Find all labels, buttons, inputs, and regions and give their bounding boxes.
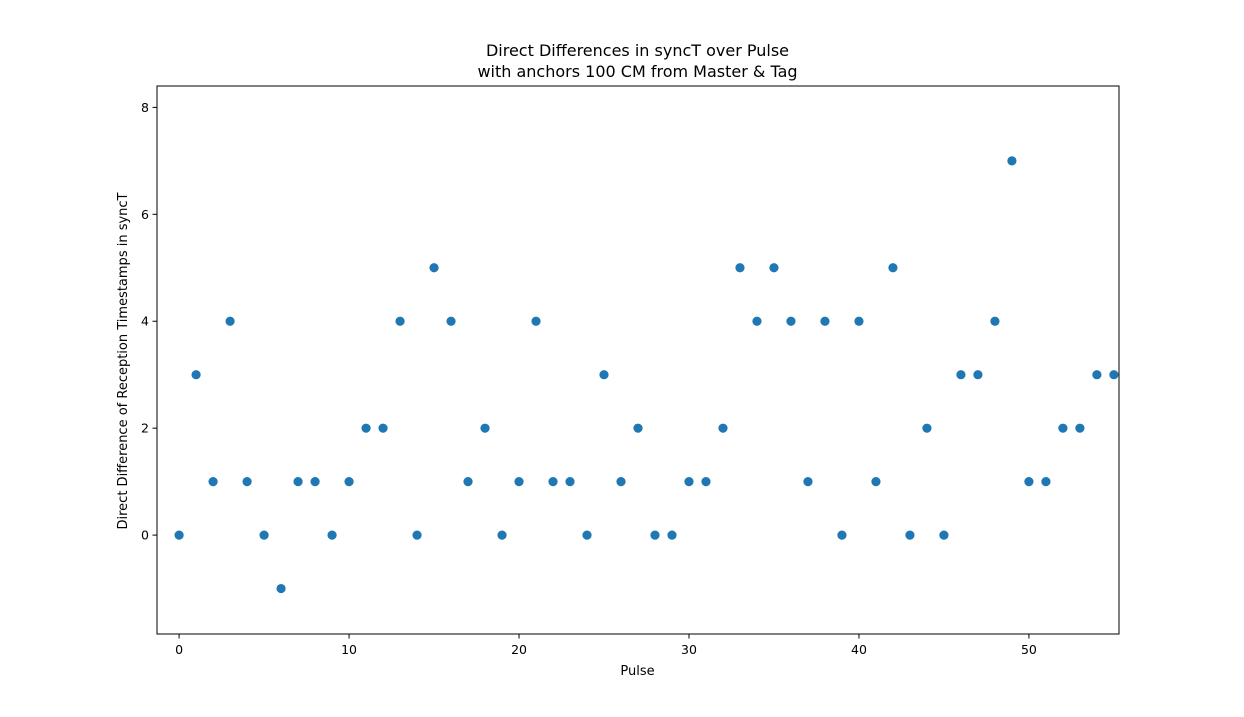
data-point bbox=[1109, 370, 1119, 380]
data-point bbox=[174, 530, 184, 540]
data-point bbox=[973, 370, 983, 380]
data-point bbox=[820, 316, 830, 326]
data-point bbox=[497, 530, 507, 540]
data-point bbox=[1041, 477, 1051, 487]
y-axis-label: Direct Difference of Reception Timestamp… bbox=[116, 192, 131, 529]
data-point bbox=[752, 316, 762, 326]
data-point bbox=[616, 477, 626, 487]
data-point bbox=[378, 423, 388, 433]
data-point bbox=[293, 477, 303, 487]
x-tick-label: 40 bbox=[851, 642, 867, 657]
data-point bbox=[1007, 156, 1017, 166]
x-tick-label: 30 bbox=[681, 642, 697, 657]
data-point bbox=[667, 530, 677, 540]
data-point bbox=[446, 316, 456, 326]
data-point bbox=[531, 316, 541, 326]
data-point bbox=[361, 423, 371, 433]
x-axis-label: Pulse bbox=[620, 664, 654, 679]
data-point bbox=[1092, 370, 1102, 380]
y-tick-label: 8 bbox=[141, 100, 149, 115]
data-point bbox=[480, 423, 490, 433]
axes-frame bbox=[156, 85, 1120, 635]
data-point bbox=[922, 423, 932, 433]
data-point bbox=[633, 423, 643, 433]
data-point bbox=[582, 530, 592, 540]
y-tick-label: 0 bbox=[141, 528, 149, 543]
data-point bbox=[786, 316, 796, 326]
data-point bbox=[718, 423, 728, 433]
data-point bbox=[837, 530, 847, 540]
data-point bbox=[990, 316, 1000, 326]
data-point bbox=[803, 477, 813, 487]
y-tick-label: 2 bbox=[141, 421, 149, 436]
data-point bbox=[769, 263, 779, 273]
data-point bbox=[905, 530, 915, 540]
data-point bbox=[1058, 423, 1068, 433]
data-point bbox=[429, 263, 439, 273]
data-point bbox=[854, 316, 864, 326]
x-tick-label: 20 bbox=[511, 642, 527, 657]
data-point bbox=[565, 477, 575, 487]
data-point bbox=[939, 530, 949, 540]
data-point bbox=[225, 316, 235, 326]
data-point bbox=[684, 477, 694, 487]
data-point bbox=[871, 477, 881, 487]
data-point bbox=[888, 263, 898, 273]
x-tick-label: 10 bbox=[341, 642, 357, 657]
data-point bbox=[650, 530, 660, 540]
y-tick-label: 4 bbox=[141, 314, 149, 329]
x-tick-label: 0 bbox=[175, 642, 183, 657]
data-point bbox=[310, 477, 320, 487]
data-point bbox=[208, 477, 218, 487]
data-point bbox=[1024, 477, 1034, 487]
data-point bbox=[276, 583, 286, 594]
data-point bbox=[701, 477, 711, 487]
data-point bbox=[412, 530, 422, 540]
data-point bbox=[463, 477, 473, 487]
data-point bbox=[327, 530, 337, 540]
data-point bbox=[956, 370, 966, 380]
y-tick-label: 6 bbox=[141, 207, 149, 222]
data-point bbox=[344, 477, 354, 487]
data-point bbox=[395, 316, 405, 326]
x-tick-label: 50 bbox=[1021, 642, 1037, 657]
data-point bbox=[191, 370, 201, 380]
data-point bbox=[1075, 423, 1085, 433]
plot-area: 0 10 20 30 40 50 0 2 4 6 8 bbox=[141, 85, 1120, 657]
chart-title: Direct Differences in syncT over Pulse bbox=[486, 41, 789, 60]
data-point bbox=[548, 477, 558, 487]
chart-subtitle: with anchors 100 CM from Master & Tag bbox=[477, 62, 797, 81]
data-point bbox=[242, 477, 252, 487]
data-point bbox=[259, 530, 269, 540]
data-point bbox=[735, 263, 745, 273]
data-point bbox=[599, 370, 609, 380]
data-point bbox=[514, 477, 524, 487]
